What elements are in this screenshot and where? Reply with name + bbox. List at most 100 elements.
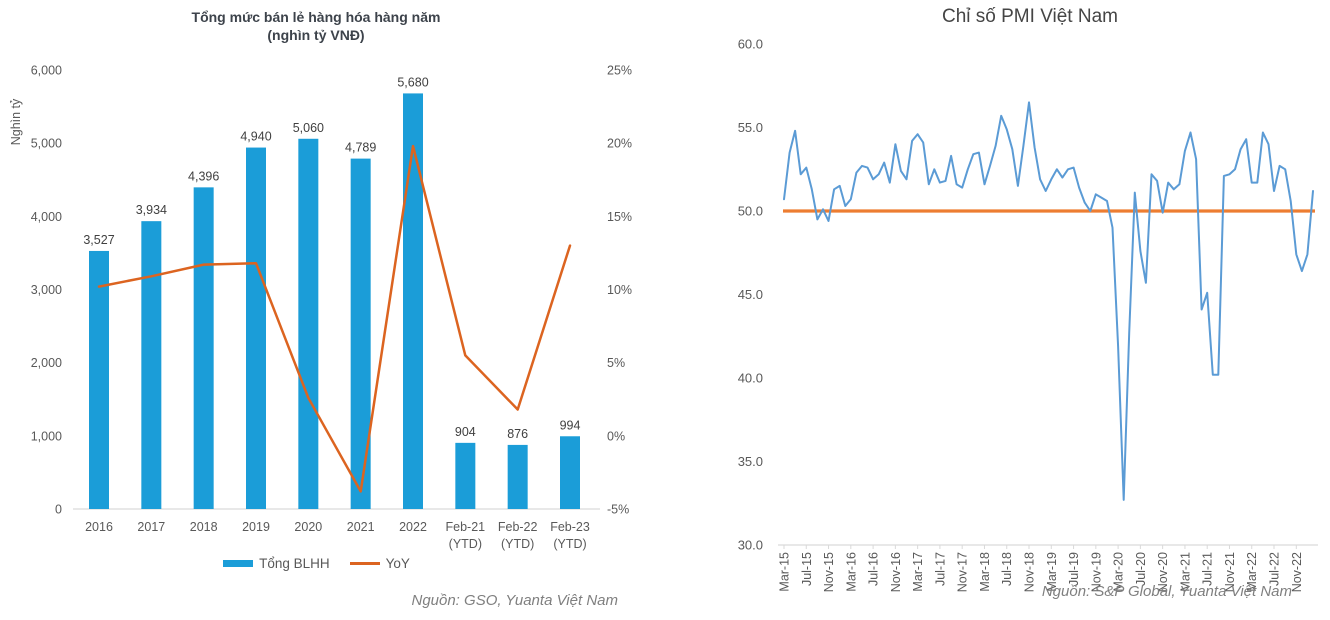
pmi-month-label: Nov-16	[889, 552, 903, 592]
pmi-month-label: Nov-19	[1089, 552, 1103, 592]
pmi-month-label: Jul-18	[1000, 552, 1014, 586]
bar-2017	[141, 221, 162, 509]
pmi-x-axis-tickmarks	[783, 545, 1297, 549]
left-axis-tick: 2,000	[31, 356, 62, 370]
retail-chart-title-line1: Tổng mức bán lẻ hàng hóa hàng năm	[191, 9, 441, 25]
bar-Feb-22 (YTD)	[507, 444, 528, 509]
retail-left-axis-ticks: 0 1,000 2,000 3,000 4,000 5,000 6,000	[31, 64, 62, 517]
pmi-month-label: Nov-15	[822, 552, 836, 592]
pmi-month-label: Jul-21	[1201, 552, 1215, 586]
left-axis-tick: 5,000	[31, 137, 62, 151]
pmi-y-tick: 50.0	[738, 204, 763, 219]
right-axis-tick: 10%	[607, 283, 632, 297]
bar-value-label: 4,789	[345, 141, 376, 155]
retail-chart-svg: 0 1,000 2,000 3,000 4,000 5,000 6,000 Nghìn tỷ -…	[9, 64, 632, 552]
pmi-line	[783, 101, 1314, 501]
pmi-month-label: Jul-19	[1067, 552, 1081, 586]
legend-line-swatch	[349, 562, 380, 565]
pmi-month-label: Mar-17	[911, 552, 925, 592]
retail-chart-title: Tổng mức bán lẻ hàng hóa hàng năm (nghìn…	[0, 8, 632, 44]
pmi-month-label: Mar-15	[778, 552, 792, 592]
x-axis-label: 2021	[347, 520, 375, 534]
pmi-month-label: Nov-20	[1156, 552, 1170, 592]
pmi-month-label: Mar-21	[1178, 552, 1192, 592]
left-axis-tick: 3,000	[31, 283, 62, 297]
legend-label-tong-blhh: Tổng BLHH	[259, 556, 330, 571]
retail-bars	[89, 93, 580, 510]
bar-value-label: 994	[560, 418, 581, 432]
legend-label-yoy: YoY	[385, 556, 410, 571]
pmi-month-label: Nov-17	[956, 552, 970, 592]
left-axis-tick: 1,000	[31, 429, 62, 443]
retail-chart-title-line2: (nghìn tỷ VNĐ)	[267, 27, 365, 43]
bar-value-label: 876	[507, 427, 528, 441]
pmi-y-tick: 30.0	[738, 538, 763, 553]
left-axis-title: Nghìn tỷ	[9, 98, 23, 145]
pmi-month-label: Jul-20	[1134, 552, 1148, 586]
pmi-chart-source: Nguồn: S&P Global, Yuanta Việt Nam	[1041, 583, 1292, 600]
pmi-y-tick: 45.0	[738, 287, 763, 302]
bar-Feb-21 (YTD)	[455, 442, 476, 509]
pmi-y-axis-ticks: 30.0 35.0 40.0 45.0 50.0 55.0 60.0	[738, 37, 763, 553]
bar-Feb-23 (YTD)	[560, 436, 580, 509]
x-axis-label: 2017	[137, 520, 165, 534]
bar-value-label: 4,940	[240, 130, 271, 144]
pmi-month-label: Mar-16	[844, 552, 858, 592]
x-axis-label-line2: (YTD)	[449, 537, 482, 551]
pmi-month-label: Mar-20	[1112, 552, 1126, 592]
retail-chart-source: Nguồn: GSO, Yuanta Việt Nam	[411, 592, 618, 609]
pmi-month-label: Mar-18	[978, 552, 992, 592]
pmi-chart-title: Chỉ số PMI Việt Nam	[942, 6, 1118, 27]
yoy-line	[97, 144, 572, 493]
bar-value-label: 5,060	[293, 121, 324, 135]
left-axis-tick: 0	[55, 503, 62, 517]
bar-2016	[89, 250, 109, 509]
right-axis-tick: -5%	[607, 503, 629, 517]
pmi-chart-svg: 30.0 35.0 40.0 45.0 50.0 55.0 60.0 Mar-15 Jul-15…	[738, 37, 1318, 592]
left-axis-tick: 4,000	[31, 210, 62, 224]
legend-item-tong-blhh: Tổng BLHH	[223, 556, 330, 571]
bar-value-label: 4,396	[188, 169, 219, 183]
pmi-month-label: Mar-19	[1045, 552, 1059, 592]
bar-2021	[350, 158, 371, 509]
left-axis-tick: 6,000	[31, 64, 62, 78]
x-axis-label: 2016	[85, 520, 113, 534]
bar-2022	[403, 93, 423, 509]
x-axis-label: 2020	[294, 520, 322, 534]
right-axis-tick: 15%	[607, 210, 632, 224]
x-axis-label-line2: (YTD)	[553, 537, 586, 551]
x-axis-label: 2018	[190, 520, 218, 534]
pmi-x-axis-labels: Mar-15 Jul-15 Nov-15 Mar-16 Jul-16 Nov-16 Mar-…	[778, 552, 1304, 592]
retail-bar-labels: 3,527 3,934 4,396 4,940 5,060 4,789 5,680 904 87…	[83, 75, 580, 440]
bar-value-label: 5,680	[397, 75, 428, 89]
right-axis-tick: 20%	[607, 137, 632, 151]
right-axis-tick: 5%	[607, 356, 625, 370]
pmi-y-tick: 55.0	[738, 120, 763, 135]
bar-2018	[193, 187, 214, 510]
x-axis-label: Feb-23	[550, 520, 590, 534]
pmi-y-tick: 35.0	[738, 454, 763, 469]
x-axis-label: 2022	[399, 520, 427, 534]
x-axis-label: Feb-22	[498, 520, 538, 534]
bar-value-label: 3,527	[83, 233, 114, 247]
legend-bar-swatch	[223, 560, 254, 567]
bar-value-label: 904	[455, 425, 476, 439]
pmi-y-tick: 40.0	[738, 371, 763, 386]
retail-chart-legend: Tổng BLHH YoY	[0, 556, 633, 571]
bar-2019	[246, 147, 266, 509]
x-axis-label-line2: (YTD)	[501, 537, 534, 551]
pmi-month-label: Nov-18	[1023, 552, 1037, 592]
pmi-month-label: Mar-22	[1245, 552, 1259, 592]
pmi-month-label: Jul-16	[867, 552, 881, 586]
pmi-y-tick: 60.0	[738, 37, 763, 52]
retail-right-axis-ticks: -5% 0% 5% 10% 15% 20% 25%	[607, 64, 632, 517]
pmi-month-label: Jul-15	[800, 552, 814, 586]
x-axis-label: Feb-21	[446, 520, 486, 534]
retail-x-axis-labels: 2016 2017 2018 2019 2020 2021 2022 Feb-21 (YTD) F…	[85, 520, 590, 551]
bar-2020	[298, 138, 319, 509]
x-axis-label: 2019	[242, 520, 270, 534]
right-axis-tick: 25%	[607, 64, 632, 78]
legend-item-yoy: YoY	[349, 556, 410, 571]
bar-value-label: 3,934	[136, 203, 167, 217]
